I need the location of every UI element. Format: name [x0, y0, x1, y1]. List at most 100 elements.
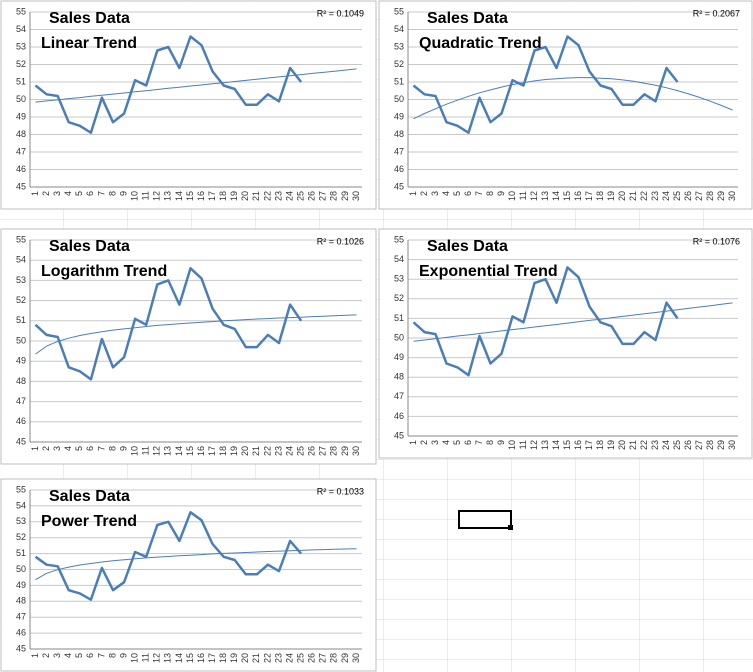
x-tick-label: 21 [628, 440, 638, 450]
x-tick-label: 29 [716, 191, 726, 201]
y-tick-label: 52 [394, 59, 404, 69]
y-tick-label: 45 [16, 181, 26, 191]
y-tick-label: 49 [16, 580, 26, 590]
x-tick-label: 30 [727, 440, 737, 450]
x-tick-label: 25 [672, 440, 682, 450]
x-tick-label: 23 [650, 440, 660, 450]
y-tick-label: 48 [16, 129, 26, 139]
x-tick-label: 6 [463, 191, 473, 196]
x-tick-label: 21 [251, 446, 261, 456]
x-tick-label: 4 [63, 653, 73, 658]
y-tick-label: 53 [16, 516, 26, 526]
data-line [413, 302, 733, 342]
y-tick-label: 48 [16, 596, 26, 606]
x-tick-label: 18 [595, 191, 605, 201]
y-tick-label: 50 [16, 564, 26, 574]
fill-handle[interactable] [508, 525, 513, 530]
x-tick-label: 20 [617, 191, 627, 201]
x-tick-label: 2 [41, 191, 51, 196]
x-tick-label: 20 [617, 440, 627, 450]
y-tick-label: 45 [394, 430, 404, 440]
data-line [35, 548, 357, 581]
x-tick-label: 17 [584, 440, 594, 450]
x-tick-label: 2 [41, 653, 51, 658]
x-tick-label: 10 [507, 440, 517, 450]
chart-subtitle: Quadratic Trend [419, 35, 542, 52]
x-tick-label: 30 [351, 446, 361, 456]
x-tick-label: 5 [452, 191, 462, 196]
x-tick-label: 8 [107, 191, 117, 196]
y-tick-label: 48 [394, 372, 404, 382]
x-tick-label: 13 [163, 653, 173, 663]
chart-area [378, 0, 753, 210]
y-tick-label: 46 [16, 627, 26, 637]
x-tick-label: 7 [474, 191, 484, 196]
y-tick-label: 51 [16, 76, 26, 86]
x-tick-label: 6 [85, 446, 95, 451]
x-tick-label: 22 [639, 191, 649, 201]
x-tick-label: 19 [606, 440, 616, 450]
x-tick-label: 4 [63, 446, 73, 451]
x-tick-label: 20 [240, 446, 250, 456]
x-tick-label: 27 [694, 191, 704, 201]
x-tick-label: 14 [174, 191, 184, 201]
x-tick-label: 16 [573, 191, 583, 201]
x-tick-label: 3 [52, 446, 62, 451]
x-tick-label: 29 [340, 191, 350, 201]
y-tick-label: 47 [16, 396, 26, 406]
x-tick-label: 13 [540, 440, 550, 450]
x-tick-label: 27 [318, 191, 328, 201]
y-tick-label: 47 [394, 391, 404, 401]
x-tick-label: 13 [163, 191, 173, 201]
x-tick-label: 8 [107, 653, 117, 658]
x-tick-label: 1 [30, 191, 40, 196]
x-tick-label: 11 [141, 653, 151, 662]
chart-area [378, 228, 753, 459]
x-tick-label: 24 [284, 446, 294, 456]
x-tick-label: 5 [74, 446, 84, 451]
y-tick-label: 49 [16, 356, 26, 366]
y-tick-label: 51 [394, 313, 404, 323]
y-tick-label: 47 [16, 612, 26, 622]
x-tick-label: 3 [52, 653, 62, 658]
x-tick-label: 29 [716, 440, 726, 450]
x-tick-label: 17 [207, 653, 217, 663]
x-tick-label: 16 [196, 446, 206, 456]
y-tick-label: 55 [394, 6, 404, 16]
selected-cell[interactable] [458, 510, 512, 529]
x-tick-label: 30 [351, 191, 361, 201]
x-tick-label: 29 [340, 653, 350, 663]
y-tick-label: 55 [16, 6, 26, 16]
x-tick-label: 26 [307, 653, 317, 663]
y-tick-label: 46 [16, 416, 26, 426]
x-tick-label: 12 [529, 440, 539, 450]
x-tick-label: 4 [441, 440, 451, 445]
x-tick-label: 20 [240, 653, 250, 663]
y-tick-label: 50 [394, 332, 404, 342]
x-tick-label: 17 [584, 191, 594, 201]
x-tick-label: 15 [562, 191, 572, 201]
x-tick-label: 22 [262, 191, 272, 201]
x-tick-label: 25 [296, 653, 306, 663]
x-tick-label: 23 [650, 191, 660, 201]
y-tick-label: 52 [16, 532, 26, 542]
x-tick-label: 22 [262, 446, 272, 456]
x-tick-label: 1 [408, 191, 418, 196]
data-line [413, 77, 733, 120]
x-tick-label: 12 [152, 653, 162, 663]
y-tick-label: 54 [394, 24, 404, 34]
x-tick-label: 25 [296, 191, 306, 201]
chart-title: Sales Data [427, 10, 508, 27]
x-tick-label: 28 [329, 446, 339, 456]
y-tick-label: 53 [394, 41, 404, 51]
y-tick-label: 50 [394, 94, 404, 104]
x-tick-label: 14 [174, 446, 184, 456]
x-tick-label: 6 [463, 440, 473, 445]
x-tick-label: 11 [518, 440, 528, 449]
x-tick-label: 18 [218, 446, 228, 456]
x-tick-label: 4 [441, 191, 451, 196]
x-tick-label: 3 [430, 440, 440, 445]
y-tick-label: 54 [16, 24, 26, 34]
